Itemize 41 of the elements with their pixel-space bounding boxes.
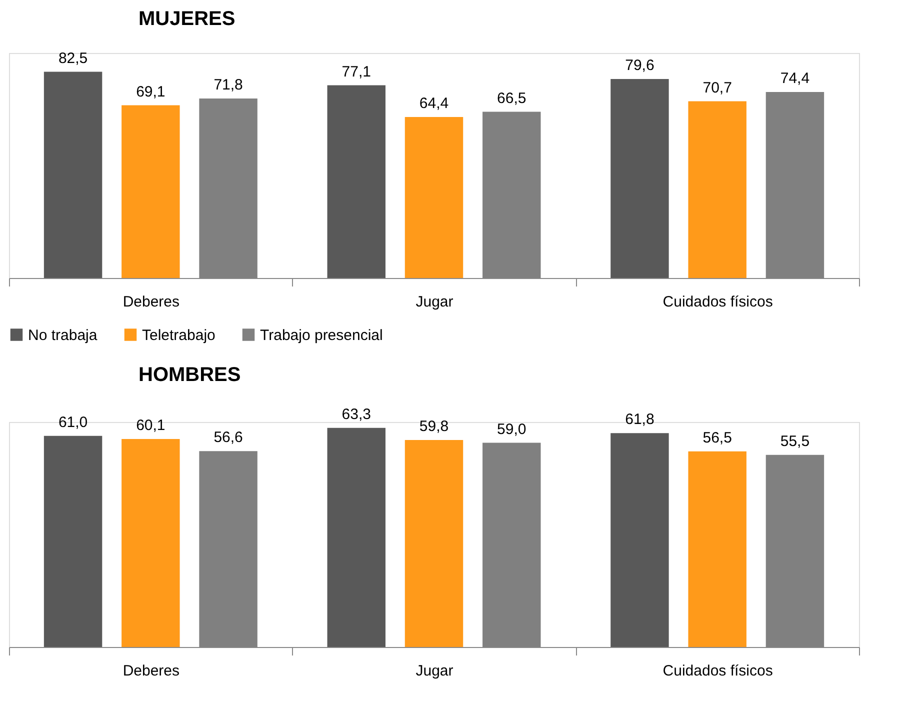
data-label: 69,1 [136, 83, 166, 100]
bar [44, 72, 102, 278]
data-label: 70,7 [702, 79, 732, 96]
data-label: 64,4 [419, 95, 449, 112]
data-label: 74,4 [780, 70, 810, 87]
bar [688, 451, 746, 647]
data-label: 82,5 [58, 50, 88, 67]
x-tick-label: Jugar [416, 662, 454, 680]
bar [327, 428, 386, 647]
x-tick-label: Cuidados físicos [662, 294, 773, 310]
data-label: 71,8 [214, 76, 243, 94]
legend-label: No trabaja [28, 326, 98, 344]
bar [327, 85, 386, 278]
data-label: 60,1 [136, 416, 166, 434]
data-label: 59,0 [497, 420, 526, 438]
data-label: 66,5 [497, 90, 526, 107]
data-label: 59,8 [419, 418, 449, 435]
data-label: 79,6 [625, 57, 654, 74]
x-tick-label: Deberes [122, 294, 180, 310]
data-label: 61,0 [58, 414, 88, 431]
bar [44, 436, 102, 647]
bar [404, 117, 464, 278]
data-label: 55,5 [780, 432, 810, 450]
data-label: 63,3 [342, 406, 371, 423]
chart-title: HOMBRES [138, 364, 241, 386]
bar [688, 101, 746, 278]
legend-label: Teletrabajo [142, 326, 216, 344]
x-tick-label: Deberes [122, 662, 180, 680]
bar [404, 440, 464, 647]
data-label: 56,6 [214, 429, 243, 446]
chart-title: MUJERES [138, 8, 236, 30]
bar [610, 433, 669, 647]
bar [122, 105, 180, 278]
x-tick-label: Cuidados físicos [662, 662, 773, 680]
data-label: 61,8 [625, 411, 654, 428]
data-label: 77,1 [342, 63, 371, 80]
legend-label: Trabajo presencial [260, 326, 383, 344]
x-tick-label: Jugar [416, 294, 454, 310]
bar [610, 79, 669, 278]
data-label: 56,5 [702, 429, 732, 446]
bar [122, 438, 180, 647]
